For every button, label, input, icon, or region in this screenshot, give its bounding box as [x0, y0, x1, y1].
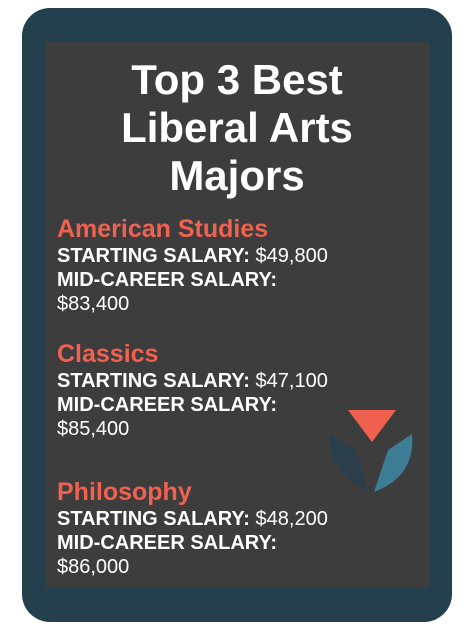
major-name: Classics [57, 340, 159, 368]
logo [329, 410, 413, 492]
mid-career-label: MID-CAREER SALARY: [57, 269, 277, 291]
major: Classics STARTING SALARY: $47,100 MID-CARE… [57, 339, 328, 441]
starting-label: STARTING SALARY: [57, 370, 250, 392]
major-name: Philosophy [57, 478, 192, 506]
starting-salary: STARTING SALARY: $47,100 [57, 369, 328, 393]
major: American Studies STARTING SALARY: $49,800… [57, 214, 328, 316]
logo-right [374, 434, 413, 492]
mid-career-value: $86,000 [57, 556, 130, 578]
starting-salary: STARTING SALARY: $48,200 [57, 507, 328, 531]
mid-career-label: MID-CAREER SALARY: [57, 532, 277, 554]
title: Top 3 Best Liberal Arts Majors [121, 56, 353, 199]
logo-left [329, 434, 368, 490]
logo-triangle [348, 410, 396, 442]
card [46, 42, 430, 588]
mid-career-label: MID-CAREER SALARY: [57, 394, 277, 416]
major-name: American Studies [57, 215, 269, 243]
starting-label: STARTING SALARY: [57, 508, 250, 530]
starting-value: $49,800 [255, 245, 328, 267]
major: Philosophy STARTING SALARY: $48,200 MID-CA… [57, 477, 328, 579]
mid-career-value: $83,400 [57, 293, 130, 315]
starting-label: STARTING SALARY: [57, 245, 250, 267]
starting-value: $48,200 [255, 508, 328, 530]
starting-salary: STARTING SALARY: $49,800 [57, 244, 328, 268]
mid-career-value: $85,400 [57, 418, 130, 440]
starting-value: $47,100 [255, 370, 328, 392]
